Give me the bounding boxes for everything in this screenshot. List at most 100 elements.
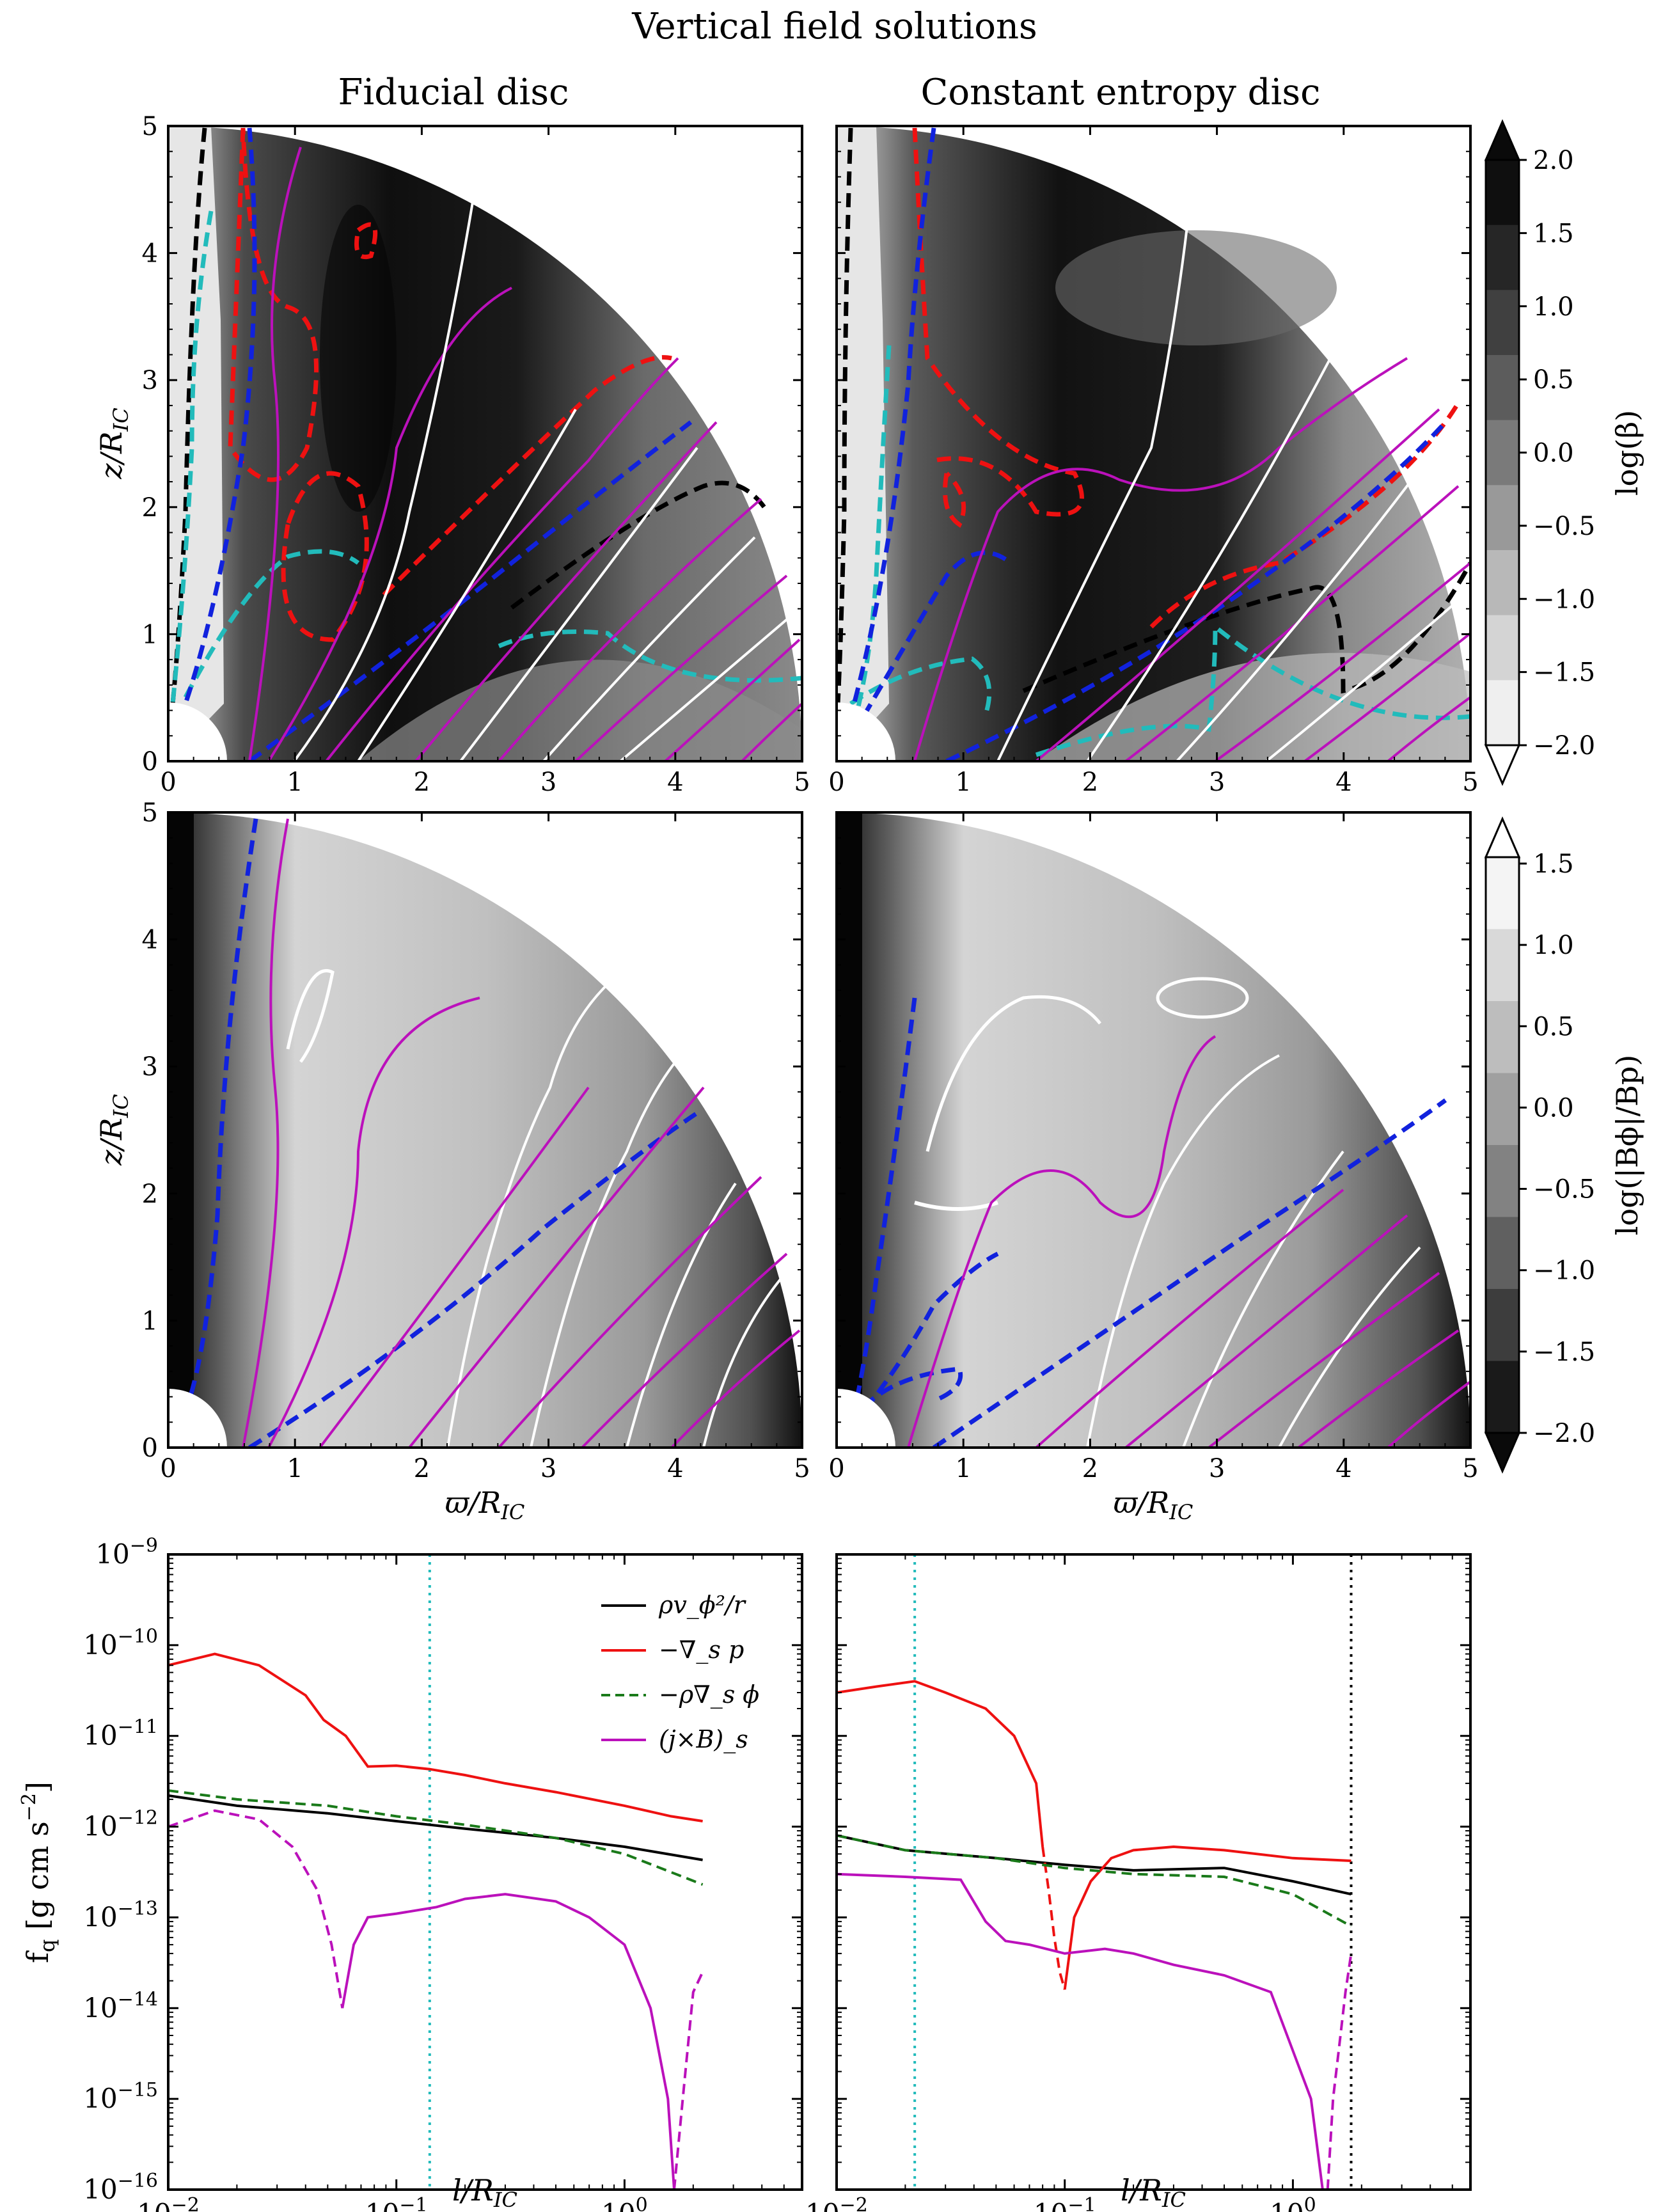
colorbar-bratio-tick-label: −0.5 — [1533, 1175, 1595, 1205]
magenta-fieldline — [741, 702, 802, 761]
series-line — [168, 1809, 344, 2009]
colorbar-bratio-levels — [1485, 856, 1520, 1434]
figure-title: Vertical field solutions — [631, 6, 1037, 47]
inner-boundary — [837, 702, 895, 761]
x-tick-label: 100 — [1270, 2194, 1316, 2212]
magenta-fieldline — [574, 574, 788, 761]
x-tick-label: 5 — [794, 768, 810, 797]
wedge-beta-constant-entropy — [837, 126, 1470, 761]
white-contour — [626, 1182, 737, 1448]
white-fieldline — [293, 198, 475, 761]
white-contour — [286, 969, 335, 1063]
red-contour — [912, 127, 1084, 517]
x-tick-label: 10−2 — [805, 2194, 868, 2212]
y-tick-label: 10−13 — [83, 1897, 158, 1932]
y-tick-label: 10−12 — [83, 1807, 158, 1842]
colorbar-beta-top-arrow — [1484, 119, 1521, 161]
legend-label-centrifugal: ρv_ϕ²/r — [658, 1591, 747, 1620]
frame-middle-left — [167, 811, 803, 1449]
white-contour — [1086, 1054, 1280, 1448]
colorbar-beta-levels — [1485, 159, 1520, 747]
colorbar-beta-tick-label: 1.5 — [1533, 219, 1574, 248]
panel-middle-left — [168, 812, 802, 1448]
colorbar-bratio-tick-label: −1.0 — [1533, 1256, 1595, 1286]
x-tick-label: 1 — [955, 1454, 971, 1483]
colorbar-bratio-bottom-arrow — [1484, 1432, 1521, 1474]
colorbar-beta-tick-label: 2.0 — [1533, 146, 1574, 175]
blue-contour — [933, 1098, 1447, 1448]
colorbar-bratio-top-arrow — [1484, 816, 1521, 858]
x-tick-label: 1 — [287, 768, 303, 797]
colorbar-beta-level — [1486, 485, 1519, 551]
x-tick-label: 4 — [1335, 768, 1351, 797]
colorbar-bratio-tick-label: 1.5 — [1533, 849, 1574, 879]
y-tick-label: 3 — [142, 366, 158, 395]
series-line — [168, 1794, 703, 1861]
colorbar-beta-tick-label: −1.0 — [1533, 585, 1595, 614]
colorbar-bratio-ticks: 1.5 1.0 0.5 0.0 −0.5 −1.0 −1.5 −2.0 — [1519, 849, 1595, 1448]
colorbar-beta-tick-label: −1.5 — [1533, 658, 1595, 688]
inner-boundary — [168, 1389, 227, 1448]
x-tick-label: 1 — [287, 1454, 303, 1483]
x-tick-label: 3 — [540, 768, 556, 797]
column-title-right: Constant entropy disc — [921, 72, 1321, 113]
magenta-fieldline — [1387, 1380, 1470, 1448]
colorbar-beta-level — [1486, 355, 1519, 421]
cyan-contour — [849, 656, 992, 718]
panel-bottom-left — [168, 1554, 704, 2190]
y-tick-label: 10−9 — [95, 1535, 158, 1570]
ylabel-top-left: z/RIC — [94, 407, 133, 480]
colorbar-beta-tick-label: 1.0 — [1533, 292, 1574, 322]
disc-region — [1036, 652, 1470, 761]
colorbar-beta-level — [1486, 225, 1519, 291]
colorbar-bratio-level — [1486, 1145, 1519, 1218]
colorbar-bratio-tick-label: −2.0 — [1533, 1419, 1595, 1448]
column-title-left: Fiducial disc — [338, 72, 569, 113]
magenta-fieldline — [408, 1086, 705, 1448]
panel-middle-right — [837, 812, 1470, 1448]
magenta-fieldline — [1124, 1214, 1408, 1448]
xlabel-middle-left: ϖ/RIC — [445, 1485, 525, 1524]
white-fieldline — [1265, 594, 1466, 761]
magenta-fieldline — [664, 638, 801, 761]
x-tick-label: 5 — [794, 1454, 810, 1483]
frame-middle-right — [835, 811, 1472, 1449]
ylabel-bottom-left: fq [g cm s−2] — [18, 1781, 59, 1963]
x-tick-label: 10−1 — [1034, 2194, 1096, 2212]
colorbar-bratio-tick-label: 0.5 — [1533, 1012, 1574, 1041]
frame-bottom-right — [835, 1553, 1472, 2191]
blue-contour — [248, 420, 693, 761]
white-fieldline — [1086, 358, 1332, 761]
x-tick-label: 5 — [1462, 1454, 1478, 1483]
y-tick-label: 5 — [142, 112, 158, 141]
y-tick-label: 5 — [142, 798, 158, 828]
x-tick-label: 3 — [540, 1454, 556, 1483]
white-contour — [1278, 1246, 1421, 1448]
legend-label-pressure: −∇_s p — [659, 1636, 744, 1664]
blue-contour — [862, 1366, 963, 1409]
colorbar-beta-level — [1486, 160, 1519, 226]
series-line — [168, 1789, 704, 1886]
axis-jet-dark — [168, 812, 194, 1448]
series-line — [837, 1834, 1352, 1927]
x-tick-label: 2 — [414, 1454, 430, 1483]
colorbar-bratio: 1.5 1.0 0.5 0.0 −0.5 −1.0 −1.5 −2.0 log(|Bϕ|/Bp… — [1484, 816, 1644, 1474]
magenta-fieldline — [907, 1035, 1217, 1448]
x-tick-label: 100 — [601, 2194, 648, 2212]
red-contour — [382, 355, 672, 597]
legend: ρv_ϕ²/r −∇_s p −ρ∇_s ϕ (j×B)_s — [601, 1591, 759, 1754]
magenta-fieldline — [581, 1252, 788, 1448]
magenta-fieldline — [1208, 1272, 1440, 1448]
panel-top-right — [837, 126, 1470, 761]
colorbar-beta-tick-label: −2.0 — [1533, 731, 1595, 761]
colorbar-beta: 2.0 1.5 1.0 0.5 0.0 −0.5 −1.0 −1.5 −2.0 log(β) — [1484, 119, 1644, 786]
magenta-fieldline — [498, 498, 762, 761]
magenta-fieldline — [1304, 632, 1470, 761]
y-tick-label: 2 — [142, 1180, 158, 1209]
magenta-fieldline — [267, 997, 480, 1448]
colorbar-bratio-level — [1486, 1001, 1519, 1074]
series-line — [1041, 1846, 1066, 1990]
white-contour — [1156, 977, 1249, 1019]
colorbar-bratio-level — [1486, 1289, 1519, 1362]
